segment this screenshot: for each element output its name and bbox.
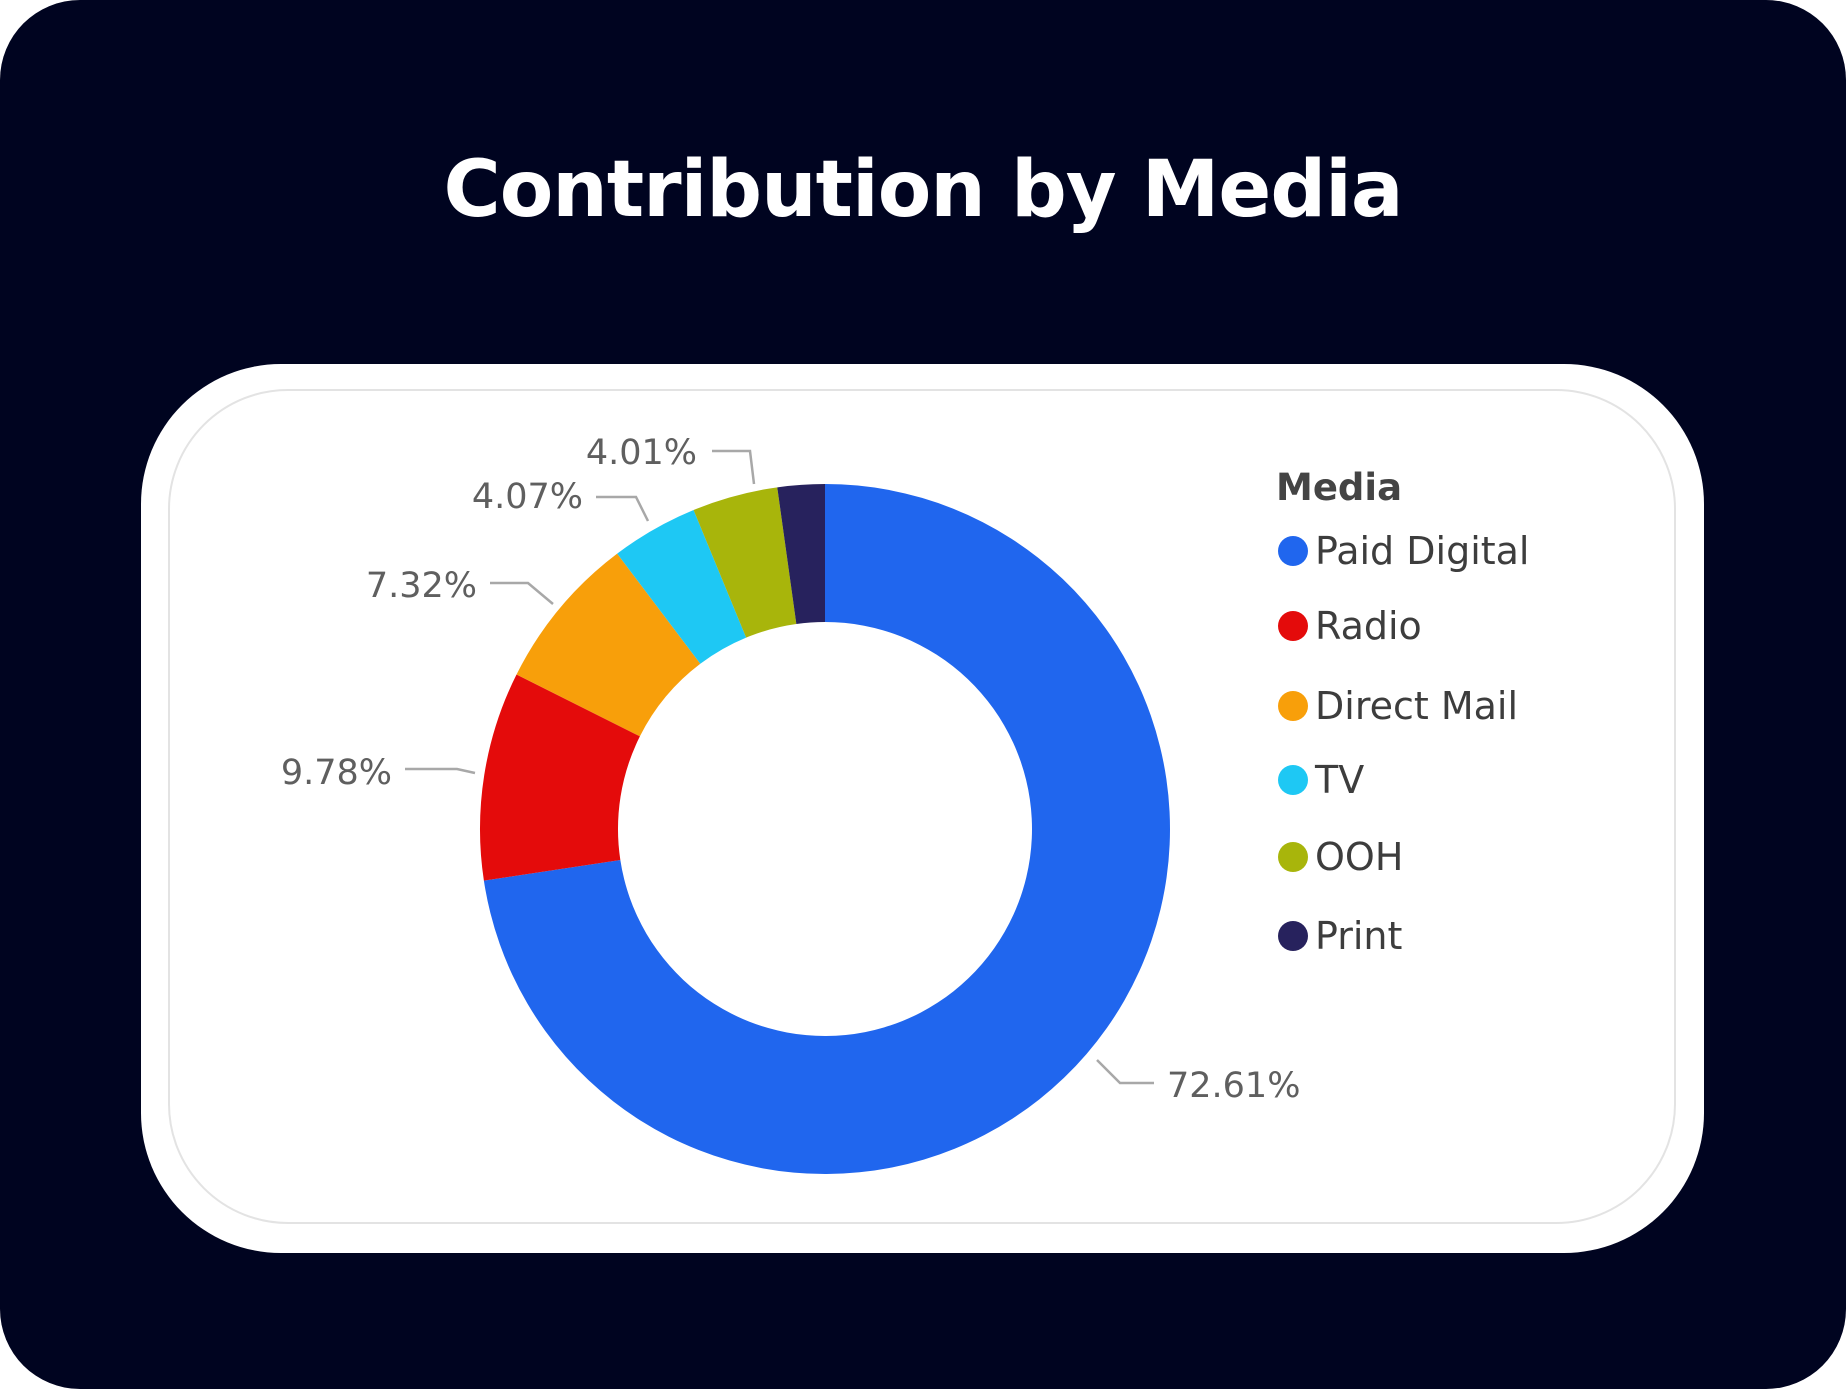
data-labels: 72.61% 9.78% 7.32% 4.07%4.01% (281, 433, 1301, 1106)
legend-title: Media (1276, 466, 1402, 509)
data-label: 4.07% (472, 477, 583, 517)
slice-paid-digital[interactable] (483, 484, 1170, 1174)
legend-swatch (1278, 691, 1308, 721)
legend-swatch (1278, 842, 1308, 872)
legend-item-label[interactable]: Direct Mail (1315, 684, 1518, 728)
legend-swatch (1278, 611, 1308, 641)
data-label: 9.78% (281, 753, 392, 793)
leader-line (490, 581, 554, 605)
chart-card-border (168, 389, 1676, 1224)
legend-swatch (1278, 536, 1308, 566)
page-title: Contribution by Media (443, 145, 1403, 235)
slice-tv[interactable] (617, 510, 747, 664)
legend-swatch (1278, 765, 1308, 795)
data-label: 7.32% (366, 566, 477, 606)
slice-direct-mail[interactable] (516, 553, 701, 737)
slice-radio[interactable] (479, 674, 640, 881)
data-label: 72.61% (1167, 1066, 1300, 1106)
leader-line (596, 495, 650, 522)
leader-line (712, 449, 756, 485)
legend-item-label[interactable]: Print (1315, 914, 1402, 958)
donut-slices (479, 484, 1170, 1174)
legend-item-label[interactable]: TV (1314, 758, 1364, 802)
legend-swatch (1278, 921, 1308, 951)
leader-line (1096, 1059, 1154, 1085)
label-leaders (405, 449, 1154, 1085)
legend-item-label[interactable]: OOH (1315, 835, 1403, 879)
slice-print[interactable] (777, 484, 825, 624)
legend-item-label[interactable]: Radio (1315, 604, 1422, 648)
legend: Media Paid Digital Radio Direct Mail TV OOH P… (1276, 466, 1530, 958)
data-label: 4.01% (586, 433, 697, 473)
legend-item-label[interactable]: Paid Digital (1315, 529, 1530, 573)
leader-line (405, 767, 476, 775)
slice-ooh[interactable] (693, 487, 797, 638)
